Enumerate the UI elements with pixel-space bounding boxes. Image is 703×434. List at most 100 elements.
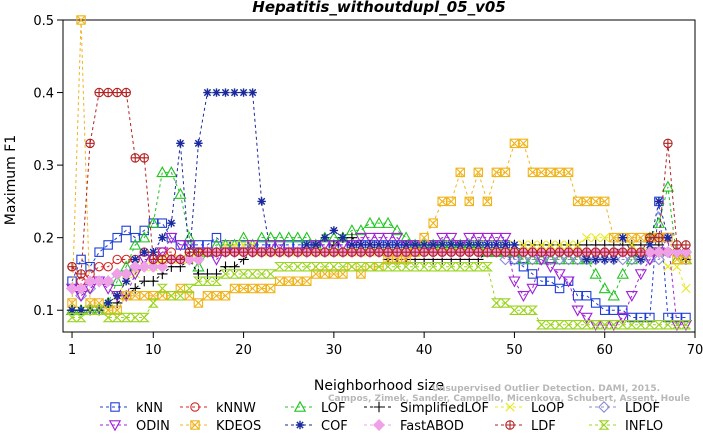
data-point-inflo — [454, 261, 466, 272]
plot-area — [62, 19, 696, 333]
data-point-ldf — [482, 247, 493, 257]
data-point-kdeos — [545, 167, 556, 178]
data-point-kdeos — [247, 283, 258, 294]
legend: kNN kNNW LOF SimplifiedLOF LoOP LDOF ODIN KDEOS… — [100, 400, 663, 434]
data-point-ldf — [410, 247, 420, 257]
data-point-lof — [381, 216, 395, 228]
data-point-inflo — [102, 312, 114, 323]
data-point-ldf — [67, 261, 77, 272]
data-point-inflo — [382, 261, 394, 272]
data-point-fastabod — [192, 253, 205, 266]
data-point-odin — [327, 240, 340, 252]
data-point-knn — [627, 312, 637, 323]
data-point-ldof — [571, 253, 584, 266]
data-point-inflo — [590, 319, 602, 330]
data-point-ldf — [618, 247, 628, 257]
data-point-kdeos — [202, 290, 213, 301]
data-point-ldf — [103, 87, 113, 98]
data-point-ldof — [634, 253, 647, 266]
data-point-kdeos — [292, 276, 303, 286]
data-point-cof — [194, 139, 203, 148]
data-point-ldof — [517, 253, 530, 266]
data-point-inflo — [192, 276, 204, 286]
data-point-ldf — [491, 247, 502, 257]
data-point-kdeos — [256, 283, 267, 294]
data-point-ldf — [437, 247, 447, 257]
data-point-lof — [616, 267, 629, 279]
data-point-kdeos — [265, 283, 276, 294]
data-point-cof — [149, 247, 158, 257]
data-point-inflo — [409, 261, 421, 272]
data-point-fastabod — [156, 260, 169, 273]
data-point-cof — [374, 240, 384, 250]
data-point-knn — [681, 312, 691, 323]
legend-label-fastabod: FastABOD — [400, 419, 464, 434]
legend-item-ldf: LDF — [495, 419, 556, 434]
data-point-inflo — [75, 312, 87, 323]
data-point-cof — [501, 240, 510, 250]
data-point-knn — [157, 218, 168, 228]
data-point-inflo — [499, 298, 511, 308]
data-point-kdeos — [446, 196, 456, 207]
data-point-ldf — [94, 87, 104, 98]
data-point-inflo — [256, 269, 268, 279]
data-point-cof — [329, 226, 339, 235]
data-point-odin — [445, 232, 458, 245]
x-tick-label: 50 — [506, 343, 523, 358]
credit-line-paper: Unsupervised Outlier Detection. DAMI, 20… — [432, 384, 660, 394]
data-point-fastabod — [93, 275, 106, 288]
data-point-knn — [103, 240, 113, 250]
data-point-knn — [121, 225, 131, 236]
data-point-ldf — [627, 247, 637, 257]
data-point-fastabod — [679, 246, 692, 259]
data-point-lof — [598, 282, 611, 294]
data-point-simplifiedlof — [148, 276, 159, 287]
data-point-loop — [518, 240, 529, 250]
data-point-inflo — [490, 298, 502, 308]
data-point-inflo — [283, 261, 295, 272]
data-point-kdeos — [563, 167, 574, 178]
data-point-knn — [663, 312, 673, 323]
credit-line-authors: Campos, Zimek, Sander, Campello, Micenko… — [328, 394, 690, 404]
data-point-knn — [76, 254, 86, 265]
data-point-fastabod — [120, 267, 133, 280]
data-point-inflo — [463, 261, 475, 272]
legend-label-knn: kNN — [136, 401, 163, 416]
data-point-ldf — [563, 247, 574, 257]
data-point-inflo — [472, 261, 484, 272]
legend-item-knnw: kNNW — [180, 401, 256, 416]
data-point-inflo — [147, 298, 159, 308]
data-point-knn — [130, 232, 140, 243]
data-point-cof — [239, 88, 248, 97]
legend-item-cof: COF — [285, 419, 348, 434]
data-point-ldf — [220, 247, 231, 257]
data-point-kdeos — [130, 290, 140, 301]
legend-item-loop: LoOP — [495, 401, 564, 416]
legend-label-kdeos: KDEOS — [216, 419, 261, 434]
data-point-inflo — [301, 261, 313, 272]
series-layer — [65, 15, 693, 332]
y-tick-label: 0.3 — [33, 159, 54, 174]
data-point-odin — [544, 261, 557, 274]
data-point-odin — [436, 232, 449, 245]
data-point-kdeos — [491, 167, 502, 178]
data-point-cof — [203, 88, 212, 97]
data-point-cof — [401, 240, 411, 250]
data-point-fastabod — [147, 260, 160, 273]
data-point-odin — [499, 232, 512, 245]
data-point-ldf — [500, 247, 511, 257]
data-point-simplifiedlof — [139, 276, 150, 287]
data-point-ldf — [428, 247, 438, 257]
data-point-odin — [490, 232, 503, 245]
data-point-ldf — [229, 247, 240, 257]
data-point-cof — [419, 240, 429, 250]
data-point-ldf — [274, 247, 285, 257]
legend-item-odin: ODIN — [100, 419, 170, 434]
data-point-ldf — [157, 254, 168, 265]
data-point-ldof — [562, 253, 575, 266]
data-point-ldf — [365, 247, 375, 257]
data-point-kdeos — [238, 283, 249, 294]
data-point-ldf — [139, 153, 150, 163]
data-point-cof — [600, 255, 609, 264]
data-point-fastabod — [183, 253, 196, 266]
